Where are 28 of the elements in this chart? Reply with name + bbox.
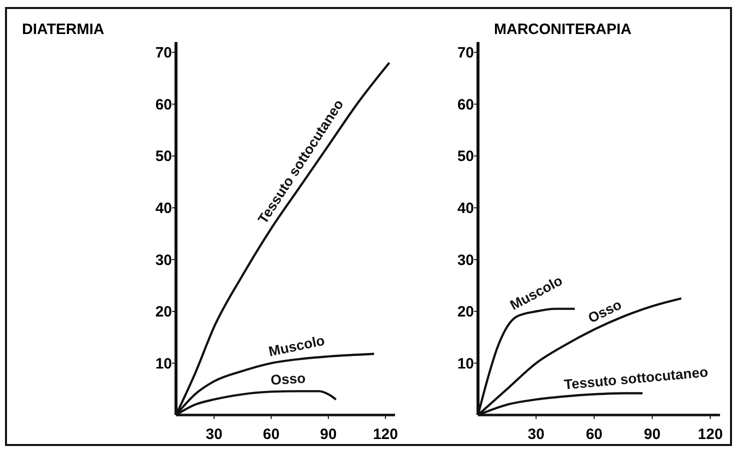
x-tick-label: 90 <box>644 426 661 443</box>
x-tick-label: 30 <box>528 426 544 443</box>
chart-title: DIATERMIA <box>22 21 104 38</box>
x-tick-label: 60 <box>262 426 280 443</box>
x-tick-label: 120 <box>372 426 398 443</box>
x-tick-label: 30 <box>206 426 222 443</box>
text: Osso <box>585 296 624 326</box>
y-tick-label: 20 <box>457 304 474 321</box>
x-tick-label: 60 <box>586 426 603 443</box>
y-tick-label: 20 <box>155 304 172 321</box>
y-tick-label: 70 <box>155 44 172 62</box>
y-tick-label: 10 <box>457 355 474 372</box>
series-label: Osso <box>270 370 306 388</box>
chart-title: MARCONITERAPIA <box>494 21 632 38</box>
y-tick-label: 10 <box>155 355 172 372</box>
y-tick-label: 70 <box>457 44 474 62</box>
x-tick-label: 90 <box>320 426 337 443</box>
y-tick-label: 60 <box>155 96 172 114</box>
y-tick-label: 50 <box>457 148 474 166</box>
x-tick-label: 120 <box>698 426 723 443</box>
y-tick-label: 30 <box>155 252 172 269</box>
y-tick-label: 50 <box>155 148 172 166</box>
y-tick-label: 40 <box>457 200 474 218</box>
text: Muscolo <box>267 332 326 360</box>
y-tick-label: 60 <box>457 96 474 114</box>
text: Tessuto sottocutaneo <box>563 364 709 392</box>
y-tick-label: 40 <box>155 200 172 218</box>
y-tick-label: 30 <box>457 252 474 269</box>
